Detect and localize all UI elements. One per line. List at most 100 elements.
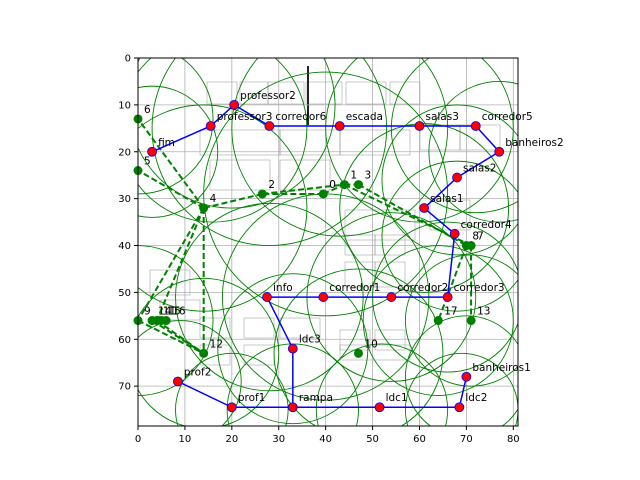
route-node-label: corredor4 — [461, 219, 512, 231]
route-node-label: corredor2 — [397, 282, 448, 294]
route-node — [262, 292, 272, 302]
candidate-node — [147, 316, 157, 326]
coverage-circle — [273, 268, 444, 426]
route-node — [287, 402, 298, 413]
candidate-node — [161, 316, 171, 326]
route-node — [452, 172, 462, 183]
coverage-circle — [315, 343, 449, 426]
route-node — [205, 121, 216, 131]
candidate-edge — [138, 169, 205, 209]
route-node — [414, 121, 425, 131]
coverage-circle — [138, 58, 214, 195]
route-node — [229, 99, 240, 110]
coverage-circle — [138, 85, 219, 218]
candidate-node-label: 0 — [329, 179, 336, 191]
candidate-node-label: 15 — [167, 306, 180, 318]
route-node — [374, 402, 385, 413]
route-edge — [423, 207, 456, 235]
route-node — [147, 146, 157, 157]
route-node-label: salas2 — [463, 163, 496, 175]
candidate-node — [466, 316, 476, 326]
candidate-node-label: 2 — [268, 179, 275, 191]
y-tick-label: 10 — [118, 100, 131, 111]
route-node-label: fim — [158, 137, 175, 149]
y-tick-label: 20 — [118, 147, 131, 158]
coverage-circle — [362, 245, 514, 396]
floorplan-room — [159, 299, 201, 321]
route-node — [264, 121, 275, 131]
route-node-label: banheiros2 — [505, 137, 563, 149]
candidate-node — [353, 180, 363, 190]
candidate-node — [353, 348, 363, 358]
route-node — [386, 292, 397, 302]
route-node — [318, 292, 329, 302]
candidate-edge — [358, 183, 467, 247]
route-edge — [233, 104, 270, 127]
route-edge — [475, 125, 500, 153]
x-tick-label: 60 — [413, 434, 426, 445]
floorplan-room — [374, 261, 406, 288]
x-tick-label: 20 — [225, 434, 238, 445]
route-node-label: professor3 — [217, 111, 273, 123]
coverage-circle — [390, 58, 518, 214]
route-node-label: ldc2 — [465, 392, 487, 404]
coverage-circle — [404, 352, 518, 426]
candidate-node-label: 6 — [144, 104, 151, 116]
candidate-node-label: 13 — [477, 306, 490, 318]
floorplan-room — [339, 129, 411, 156]
route-node-label: escada — [346, 111, 383, 123]
route-node-label: rampa — [299, 392, 333, 404]
candidate-edges — [138, 118, 473, 355]
coverage-circle — [231, 58, 449, 237]
floorplan-room — [209, 159, 271, 191]
floorplan-room — [344, 209, 416, 241]
candidate-edge — [262, 183, 345, 195]
route-node-label: salas1 — [430, 193, 463, 205]
coverage-circle — [138, 58, 336, 209]
plot-frame — [137, 57, 519, 427]
floorplan-room — [374, 329, 406, 351]
floorplan-room — [305, 81, 343, 105]
route-node — [461, 371, 472, 382]
route-node-label: professor2 — [240, 90, 296, 102]
node-labels: professor2 professor3 corredor6 escada salas… — [144, 90, 564, 404]
candidate-edge — [437, 245, 468, 321]
floorplan-room — [345, 81, 387, 105]
candidate-node — [257, 189, 267, 199]
route-edge — [177, 380, 233, 408]
y-tick-label: 30 — [118, 194, 131, 205]
route-node — [334, 121, 345, 131]
route-edge — [210, 104, 235, 127]
floorplan-room — [243, 317, 275, 339]
floorplan-room — [374, 234, 406, 256]
candidate-node-label: 16 — [172, 306, 186, 318]
coverage-circle — [404, 315, 518, 426]
route-node-label: salas3 — [425, 111, 458, 123]
candidate-nodes — [133, 114, 476, 358]
route-node-label: ldc3 — [299, 334, 321, 346]
candidate-node-label: 7 — [477, 231, 484, 243]
candidate-node — [461, 241, 471, 251]
x-tick-label: 10 — [179, 434, 192, 445]
candidate-node — [339, 180, 349, 190]
floorplan-room — [199, 317, 231, 339]
candidate-node-label: 4 — [210, 193, 217, 205]
floorplan-room — [267, 81, 305, 105]
candidate-node-label: 17 — [444, 306, 457, 318]
route-node-label: prof1 — [238, 392, 266, 404]
candidate-node — [199, 203, 209, 213]
coverage-circle — [138, 320, 242, 426]
x-tick-label: 30 — [272, 434, 285, 445]
route-edge — [151, 125, 212, 153]
y-tick-label: 50 — [118, 288, 131, 299]
candidate-node-label: 5 — [144, 156, 151, 168]
route-edge — [423, 176, 458, 209]
route-edge — [266, 296, 294, 349]
candidate-edge — [155, 207, 205, 321]
floorplan-room — [279, 317, 321, 339]
x-tick-label: 80 — [507, 434, 520, 445]
route-node — [226, 402, 237, 413]
route-node-label: ldc1 — [386, 392, 408, 404]
route-node — [419, 203, 430, 213]
